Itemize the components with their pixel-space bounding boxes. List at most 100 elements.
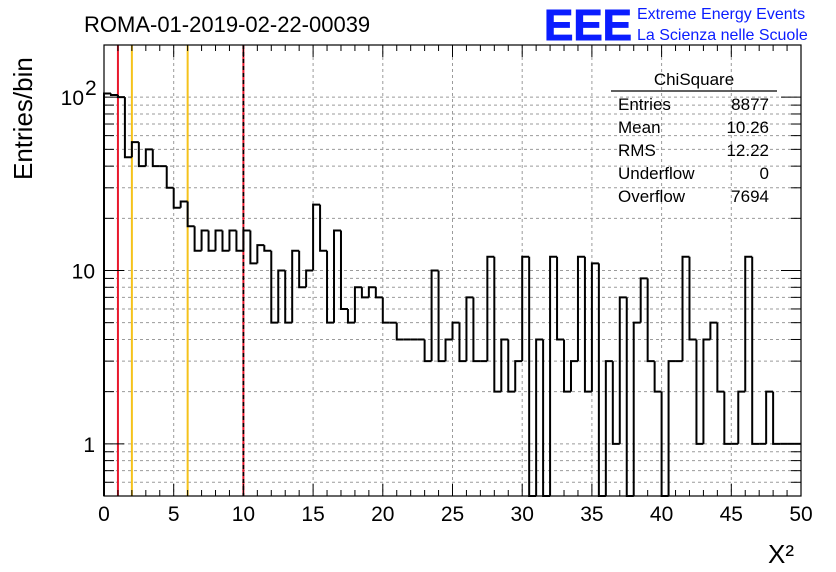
histogram-bin (653, 361, 662, 393)
histogram-bin (514, 360, 523, 392)
histogram-bin (702, 338, 711, 444)
histogram-bin (695, 339, 704, 445)
histogram-bin (333, 229, 341, 323)
eee-logo-line2: La Scienza nelle Scuole (637, 27, 808, 44)
histogram-bin (277, 269, 286, 323)
histogram-bin (590, 262, 599, 392)
histogram-bin (639, 277, 648, 323)
histogram-bin (263, 245, 272, 252)
x-tick-label: 15 (301, 503, 324, 526)
x-tick-label: 30 (511, 503, 534, 526)
histogram-bin (472, 297, 481, 363)
histogram-bin (716, 322, 725, 393)
histogram-bin (137, 142, 146, 168)
histogram-bin (486, 255, 495, 362)
stats-label-overflow: Overflow (618, 187, 686, 206)
stats-label-entries: Entries (618, 95, 671, 114)
histogram-bin (346, 308, 355, 324)
histogram-bin (130, 141, 139, 158)
y-axis-label: Entries/bin (8, 57, 38, 180)
histogram-bin (681, 255, 690, 362)
eee-logo: EEE Extreme Energy Events La Scienza nel… (544, 1, 808, 51)
histogram-bin (270, 250, 279, 324)
histogram-bin (723, 391, 732, 445)
histogram-bin (186, 201, 195, 228)
x-tick-label: 10 (232, 503, 255, 526)
histogram-bin (535, 338, 544, 496)
histogram-bin (521, 255, 530, 362)
histogram-bin (179, 200, 188, 208)
histogram-bin (193, 226, 202, 252)
histogram-bin (214, 229, 223, 251)
histogram-bin (430, 269, 439, 362)
histogram-bin (367, 286, 376, 298)
stats-label-rms: RMS (618, 141, 656, 160)
histogram-bin (549, 255, 558, 496)
stats-value-rms: 12.22 (726, 141, 769, 160)
y-tick-label: 10 (61, 87, 84, 110)
x-tick-label: 50 (789, 503, 812, 526)
x-tick-label: 20 (371, 503, 394, 526)
stats-value-entries: 8877 (731, 95, 769, 114)
histogram-bin (556, 256, 565, 341)
x-tick-label: 5 (168, 503, 180, 526)
histogram-bin (374, 287, 383, 299)
histogram-bin (569, 360, 578, 392)
histogram-bin (228, 229, 237, 251)
y-tick-label-exponent: 2 (85, 77, 97, 100)
histogram-bin (451, 321, 460, 340)
histogram-bin (507, 339, 516, 393)
histogram-bin (576, 255, 585, 362)
histogram-bin (305, 269, 314, 288)
eee-logo-mark: EEE (544, 1, 632, 50)
histogram-bin (423, 339, 432, 363)
histogram-bin (221, 230, 230, 252)
histogram-bin (632, 321, 641, 496)
histogram-bin (381, 297, 390, 324)
histogram-bin (256, 244, 265, 264)
stats-label-underflow: Underflow (618, 164, 695, 183)
histogram-bin (563, 339, 571, 393)
histogram-bin (360, 287, 369, 299)
stats-title: ChiSquare (654, 70, 734, 89)
x-tick-label: 45 (720, 503, 743, 526)
histogram-bin (611, 361, 620, 445)
histogram-bin (444, 338, 453, 362)
histogram-bin (339, 230, 348, 310)
histogram-bin (744, 255, 753, 392)
histogram-bin (151, 149, 160, 168)
histogram-bin (291, 249, 300, 323)
histogram-bin (493, 256, 502, 393)
histogram-bin (235, 230, 244, 252)
histogram-bin (395, 322, 404, 341)
histogram-bin (284, 270, 293, 324)
histogram-bin (688, 256, 697, 341)
histogram-bin (772, 391, 781, 445)
histogram-bin (458, 322, 467, 363)
histogram-bin (751, 256, 760, 445)
stats-box: ChiSquare Entries 8877 Mean 10.26 RMS 12… (611, 70, 777, 206)
histogram-bin (709, 321, 718, 340)
chart-title: ROMA-01-2019-02-22-00039 (84, 12, 370, 37)
histogram-bin (298, 250, 307, 289)
eee-logo-line1: Extreme Energy Events (637, 6, 805, 23)
histogram-bin (123, 97, 132, 159)
histogram-bin (165, 166, 174, 189)
x-tick-label: 40 (650, 503, 673, 526)
histogram-bin (319, 204, 328, 252)
axis-ticks (103, 45, 802, 496)
histogram-bin (326, 250, 335, 324)
histogram-bin (200, 229, 209, 251)
histogram-series (103, 92, 801, 497)
plot-frame (103, 44, 802, 497)
histogram-bin (583, 256, 592, 393)
stats-value-underflow: 0 (760, 164, 769, 183)
stats-label-mean: Mean (618, 118, 661, 137)
histogram-bin (667, 360, 676, 496)
x-tick-label: 25 (441, 503, 464, 526)
histogram-bin (737, 390, 746, 444)
histogram-bin (604, 360, 613, 496)
